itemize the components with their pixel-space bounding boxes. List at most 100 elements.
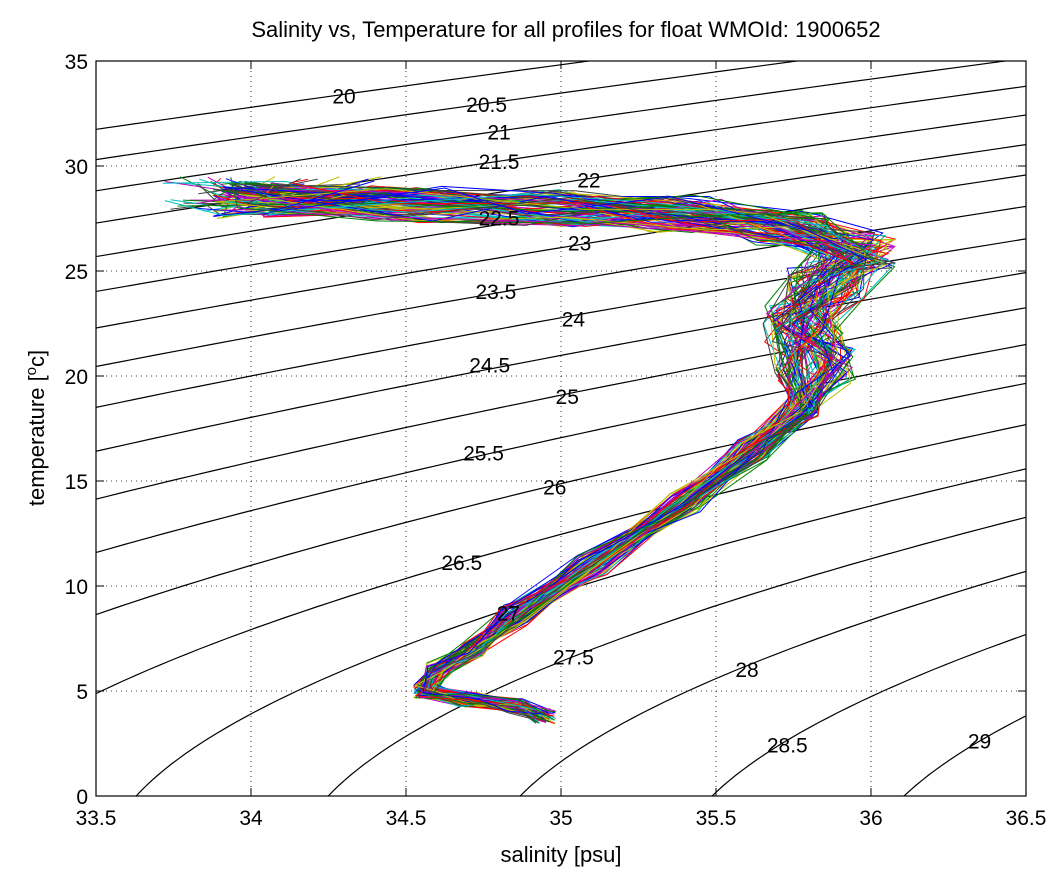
y-tick-label: 25 — [65, 261, 88, 284]
density-contour-label: 26 — [543, 476, 566, 499]
density-contour-label: 22.5 — [479, 208, 520, 231]
density-contour-line — [96, 114, 1026, 258]
density-contour-label: 27.5 — [553, 646, 594, 669]
density-contour-label: 27 — [497, 602, 520, 625]
density-contour-line — [96, 85, 1026, 224]
profile-line — [265, 188, 866, 720]
x-tick-label: 36 — [859, 807, 882, 830]
x-tick-label: 35 — [549, 807, 572, 830]
profile-line — [171, 181, 896, 716]
x-axis-label: salinity [psu] — [500, 842, 621, 867]
profile-line — [269, 180, 868, 715]
y-tick-label: 0 — [76, 786, 88, 809]
density-contour-line — [96, 238, 1026, 408]
density-contour-label: 28 — [735, 659, 758, 682]
density-contour-label: 23 — [568, 233, 591, 256]
profile-line — [219, 176, 893, 718]
profile-line — [253, 185, 866, 724]
profile-line — [224, 192, 882, 714]
profile-line — [229, 184, 876, 724]
axis-ticks: 33.5 34 34.5 35 35.5 36 36.5 0 5 10 15 20 25 30 35 — [65, 51, 1047, 830]
profiles — [162, 176, 897, 724]
profile-line — [256, 193, 879, 719]
profile-line — [198, 183, 865, 715]
profile-line — [236, 196, 875, 712]
x-tick-label: 34.5 — [386, 807, 427, 830]
profile-line — [221, 192, 895, 724]
y-tick-label: 30 — [65, 156, 88, 179]
density-contours — [96, 61, 1026, 796]
profile-line — [164, 193, 887, 712]
y-tick-label: 35 — [65, 51, 88, 74]
density-contour-line — [96, 307, 1026, 500]
profile-line — [245, 178, 896, 723]
x-tick-label: 33.5 — [76, 807, 117, 830]
x-tick-label: 34 — [239, 807, 263, 830]
profile-line — [266, 193, 884, 721]
density-contour-line — [135, 468, 1026, 796]
y-tick-label: 10 — [65, 576, 88, 599]
density-contour-label: 22 — [577, 170, 600, 193]
density-contour-line — [96, 61, 1005, 192]
x-tick-label: 36.5 — [1006, 807, 1047, 830]
profile-line — [218, 193, 876, 716]
density-contour-label: 26.5 — [441, 552, 482, 575]
density-contour-line — [96, 343, 1026, 554]
profile-line — [214, 188, 888, 714]
y-axis-label-unit: c] — [24, 350, 49, 367]
density-contour-label: 28.5 — [767, 735, 808, 758]
profile-line — [241, 185, 885, 711]
profile-line — [270, 182, 882, 717]
density-contour-line — [96, 174, 1026, 329]
density-contour-line — [96, 61, 797, 161]
density-contour-line — [903, 715, 1026, 796]
profile-line — [213, 192, 884, 712]
profile-line — [266, 197, 890, 714]
contour-labels: 20 20.5 21 21.5 22 22.5 23 23.5 24 24.5 25 25.5 26 26… — [332, 86, 991, 758]
profile-line — [203, 200, 887, 714]
density-contour-line — [96, 143, 1026, 293]
x-tick-label: 35.5 — [696, 807, 737, 830]
profile-line — [230, 177, 877, 721]
profile-line — [179, 176, 883, 720]
profile-line — [278, 184, 877, 713]
density-contour-line — [327, 516, 1026, 796]
density-contour-line — [96, 424, 1026, 695]
density-contour-label: 20.5 — [466, 94, 507, 117]
profile-line — [220, 189, 875, 717]
density-contour-label: 23.5 — [475, 281, 516, 304]
density-contour-label: 25 — [556, 386, 579, 409]
profile-line — [263, 197, 870, 720]
y-tick-label: 20 — [65, 366, 88, 389]
y-tick-label: 5 — [76, 681, 88, 704]
y-axis-label: temperature [oc] — [23, 350, 50, 506]
profile-line — [242, 188, 897, 723]
density-contour-line — [519, 570, 1026, 796]
density-contour-line — [96, 205, 1026, 368]
profile-line — [246, 185, 878, 713]
profile-line — [213, 188, 877, 714]
y-axis-label-sup: o — [23, 367, 40, 375]
density-contour-label: 21.5 — [479, 151, 520, 174]
density-contour-label: 24.5 — [469, 355, 510, 378]
grid — [96, 61, 1026, 796]
density-contour-label: 29 — [968, 730, 991, 753]
density-contour-label: 24 — [562, 308, 586, 331]
chart-title: Salinity vs, Temperature for all profile… — [251, 17, 880, 42]
profile-line — [286, 195, 851, 724]
y-axis-label-text: temperature [ — [24, 375, 49, 506]
density-contour-line — [711, 633, 1026, 796]
profile-line — [262, 194, 868, 712]
density-contour-line — [96, 382, 1026, 616]
profile-line — [271, 182, 883, 714]
density-contour-label: 21 — [487, 121, 510, 144]
profile-line — [238, 194, 866, 714]
density-contour-label: 20 — [332, 86, 355, 109]
density-contour-line — [96, 271, 1026, 452]
density-contour-label: 25.5 — [463, 443, 504, 466]
profile-line — [246, 183, 893, 714]
y-tick-label: 15 — [65, 471, 88, 494]
profile-line — [222, 186, 867, 714]
profile-line — [223, 198, 874, 724]
